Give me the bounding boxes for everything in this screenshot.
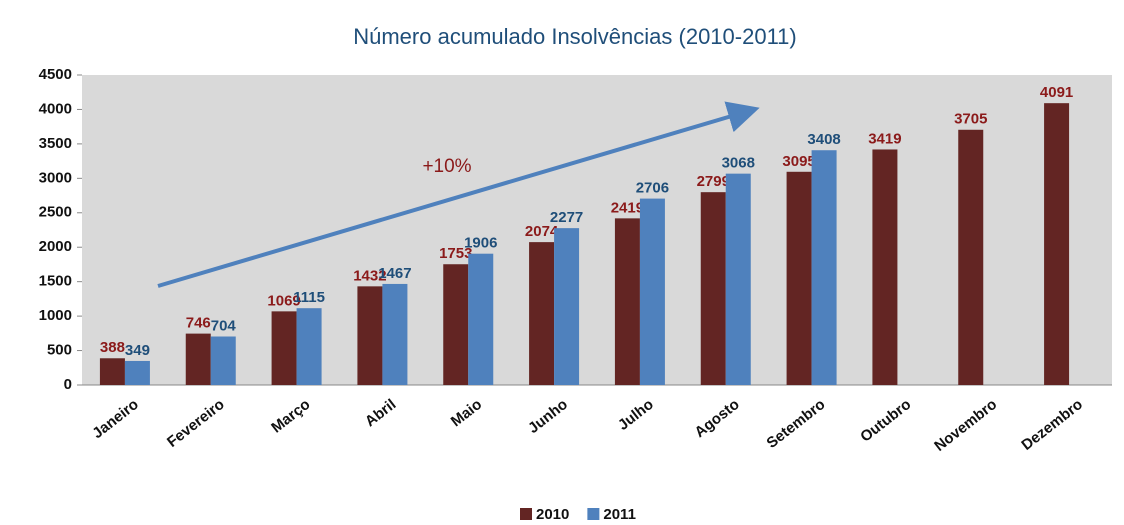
value-label: 2799 [697,173,730,190]
value-label: 3408 [807,131,840,148]
bar [210,336,236,385]
value-label: 1115 [293,289,325,306]
legend-swatch [587,508,600,520]
x-tick-label: Abril [362,396,399,430]
x-tick-label: Agosto [691,396,742,441]
bar [639,198,665,385]
y-tick-label: 2000 [39,238,72,255]
chart-title: Número acumulado Insolvências (2010-2011… [353,24,797,49]
plot-area [82,75,1112,385]
y-tick-label: 500 [47,342,72,359]
value-label: 388 [100,339,125,356]
y-tick-label: 3000 [39,169,72,186]
bar [124,360,150,385]
bar [382,283,408,385]
value-label: 1069 [267,292,300,309]
x-tick-label: Março [268,396,313,437]
legend-label: 2010 [536,506,569,523]
value-label: 3419 [868,130,901,147]
legend-label: 2011 [603,506,636,523]
bar [614,218,640,385]
y-tick-label: 3500 [39,135,72,152]
bar [271,311,297,385]
value-label: 2277 [550,209,583,226]
y-tick-label: 4000 [39,100,72,117]
y-tick-label: 1000 [39,307,72,324]
y-tick-label: 1500 [39,273,72,290]
y-tick-label: 2500 [39,204,72,221]
x-tick-label: Maio [448,396,485,430]
x-tick-label: Junho [525,396,571,437]
x-tick-label: Dezembro [1018,396,1086,454]
y-tick-label: 0 [64,376,72,393]
value-label: 3068 [722,155,755,172]
value-label: 1432 [353,267,386,284]
value-label: 349 [125,342,150,359]
x-tick-label: Fevereiro [164,396,228,451]
x-tick-label: Novembro [931,396,1000,455]
value-label: 4091 [1040,84,1073,101]
legend-swatch [520,508,532,520]
trend-arrow [157,101,760,288]
value-label: 2706 [636,180,669,197]
value-label: 746 [186,315,211,332]
x-tick-label: Setembro [764,396,829,452]
value-label: 3095 [782,153,815,170]
value-label: 2419 [611,199,644,216]
bar [725,173,751,385]
value-label: 1906 [464,235,497,252]
x-tick-label: Julho [615,396,657,434]
value-label: 1753 [439,245,472,262]
bar [1044,103,1070,386]
bar [99,358,125,385]
value-label: 2074 [525,223,559,240]
bar [296,308,322,385]
bar [185,333,211,385]
x-tick-label: Outubro [857,396,914,446]
x-tick-label: Janeiro [89,396,142,442]
bar [443,264,469,385]
y-tick-label: 4500 [39,66,72,83]
bar [872,149,898,385]
bar [468,253,494,385]
annotation: +10% [422,156,471,177]
value-label: 704 [211,317,237,334]
bar [811,150,837,385]
bar [554,228,580,385]
value-label: 3705 [954,111,987,128]
bar [529,242,555,385]
bar [786,171,812,385]
bar [958,129,984,385]
bar [700,192,726,385]
bar [357,286,383,385]
value-label: 1467 [378,265,411,282]
